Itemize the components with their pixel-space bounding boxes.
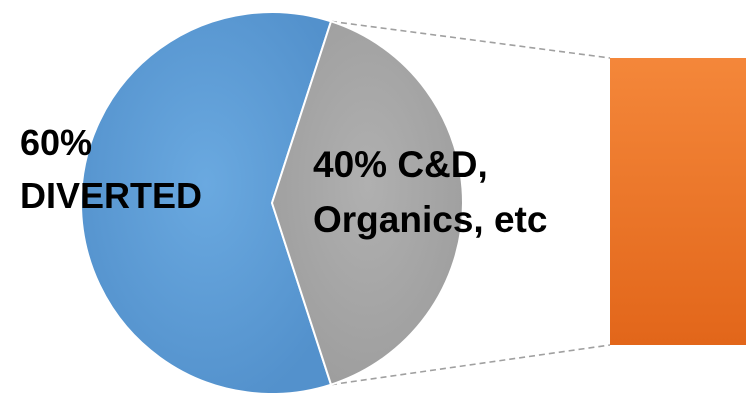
slice-label-cd-organics-line-1: 40% C&D, xyxy=(313,144,488,185)
connector-line-top xyxy=(330,20,611,59)
breakout-bar xyxy=(610,58,746,345)
slice-label-diverted-line-2: DIVERTED xyxy=(20,175,202,216)
slice-label-diverted: 60% DIVERTED xyxy=(20,122,202,216)
connector-line-bottom xyxy=(330,344,611,386)
slice-label-cd-organics-line-2: Organics, etc xyxy=(313,199,547,240)
slice-label-cd-organics: 40% C&D, Organics, etc xyxy=(313,144,547,240)
pie-slice-diverted xyxy=(80,11,333,395)
pie-slice-cd-organics xyxy=(270,20,464,386)
slice-label-diverted-line-1: 60% xyxy=(20,122,92,163)
